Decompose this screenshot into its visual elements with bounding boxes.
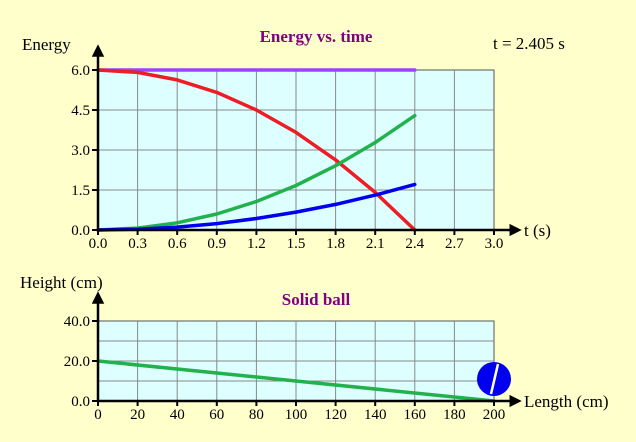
y-tick-label: 0.0 (71, 394, 90, 410)
energy-chart-title: Energy vs. time (260, 27, 373, 46)
x-tick-label: 1.8 (326, 236, 345, 252)
y-tick-label: 40.0 (64, 314, 90, 330)
x-tick-label: 2.4 (405, 236, 424, 252)
height-series (96, 359, 496, 403)
x-tick-label: 0.0 (89, 236, 108, 252)
x-tick-label: 1.2 (247, 236, 266, 252)
y-tick-label: 20.0 (64, 354, 90, 370)
x-tick-label: 160 (404, 407, 427, 423)
energy-x-tick-labels: 0.0 0.3 0.6 0.9 1.2 1.5 1.8 2.1 2.4 2.7 3.0 (89, 236, 504, 252)
x-tick-label: 2.1 (366, 236, 385, 252)
time-readout: t = 2.405 s (493, 34, 565, 53)
series-line-3 (96, 182, 417, 232)
x-tick-label: 1.5 (287, 236, 306, 252)
energy-y-tick-labels: 0.0 1.5 3.0 4.5 6.0 (71, 63, 90, 239)
x-tick-label: 120 (324, 407, 347, 423)
x-tick-label: 140 (364, 407, 387, 423)
x-tick-label: 180 (443, 407, 466, 423)
x-tick-label: 200 (483, 407, 506, 423)
height-x-tick-labels: 0 20 40 60 80 100 120 140 160 180 200 (94, 407, 505, 423)
energy-series (96, 68, 417, 232)
x-tick-label: 20 (130, 407, 145, 423)
x-tick-label: 0 (94, 407, 102, 423)
x-tick-label: 60 (209, 407, 224, 423)
height-axes (91, 291, 522, 408)
y-tick-label: 0.0 (71, 223, 90, 239)
y-tick-label: 6.0 (71, 63, 90, 79)
x-tick-label: 80 (249, 407, 264, 423)
energy-x-axis-label: t (s) (524, 221, 551, 240)
energy-axes (91, 44, 522, 237)
y-tick-label: 1.5 (71, 183, 90, 199)
x-tick-label: 40 (170, 407, 185, 423)
x-tick-label: 2.7 (445, 236, 464, 252)
height-chart-title: Solid ball (282, 290, 351, 309)
x-tick-label: 0.9 (207, 236, 226, 252)
x-tick-label: 0.6 (168, 236, 187, 252)
y-tick-label: 4.5 (71, 103, 90, 119)
x-tick-label: 0.3 (128, 236, 147, 252)
ball-rotation-marker (489, 363, 500, 395)
height-chart: 0 20 40 60 80 100 120 140 160 180 200 0.020.040.0 … (20, 273, 609, 423)
energy-y-axis-label: Energy (22, 35, 71, 54)
series-line-1 (96, 68, 417, 232)
series-line-0 (96, 359, 496, 403)
x-tick-label: 100 (285, 407, 308, 423)
height-y-axis-label: Height (cm) (20, 273, 103, 292)
x-tick-label: 3.0 (485, 236, 504, 252)
series-line-2 (96, 113, 417, 232)
energy-chart: 0.0 0.3 0.6 0.9 1.2 1.5 1.8 2.1 2.4 2.7 3.0 0.0 1.5… (22, 27, 551, 252)
height-x-axis-label: Length (cm) (524, 392, 609, 411)
height-y-tick-labels: 0.0 20.0 40.0 (64, 314, 90, 410)
ball[interactable] (477, 362, 511, 396)
y-tick-label: 3.0 (71, 143, 90, 159)
